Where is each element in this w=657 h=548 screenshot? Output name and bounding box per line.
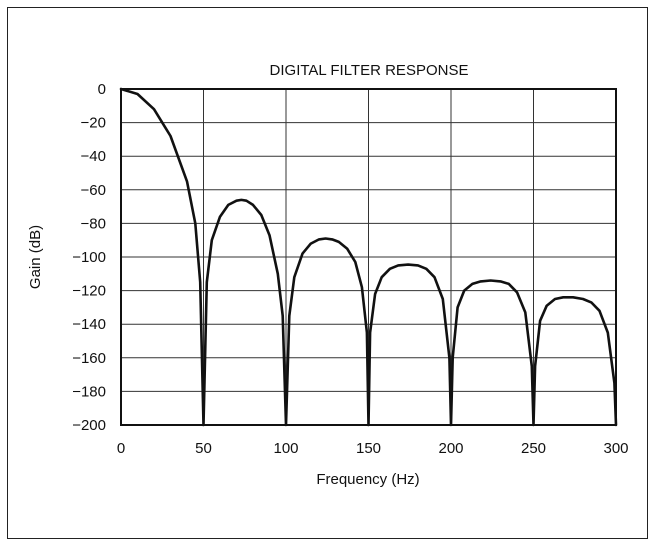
y-tick-label: −60 — [81, 182, 106, 199]
x-tick-label: 100 — [273, 440, 298, 457]
y-tick-labels: 0 −20 −40 −60 −80 −100 −120 −140 −160 −180 −200 — [72, 81, 106, 434]
y-tick-label: −140 — [72, 316, 106, 333]
series-line — [119, 87, 618, 427]
chart-frame — [7, 7, 648, 539]
x-tick-label: 50 — [195, 440, 212, 457]
y-tick-label: −200 — [72, 417, 106, 434]
x-axis-label: Frequency (Hz) — [316, 471, 419, 488]
x-tick-label: 250 — [521, 440, 546, 457]
series-group — [119, 87, 618, 427]
y-tick-label: −20 — [81, 115, 106, 132]
x-tick-label: 150 — [356, 440, 381, 457]
x-tick-labels: 0 50 100 150 200 250 300 — [117, 440, 629, 457]
y-tick-label: −120 — [72, 283, 106, 300]
x-tick-label: 200 — [438, 440, 463, 457]
y-tick-label: −100 — [72, 249, 106, 266]
y-tick-label: −40 — [81, 148, 106, 165]
y-axis-label: Gain (dB) — [27, 225, 44, 289]
x-tick-label: 0 — [117, 440, 125, 457]
x-tick-label: 300 — [603, 440, 628, 457]
y-tick-label: −80 — [81, 215, 106, 232]
y-tick-label: 0 — [98, 81, 106, 98]
y-tick-label: −180 — [72, 383, 106, 400]
y-tick-label: −160 — [72, 350, 106, 367]
chart-title: DIGITAL FILTER RESPONSE — [270, 62, 469, 79]
